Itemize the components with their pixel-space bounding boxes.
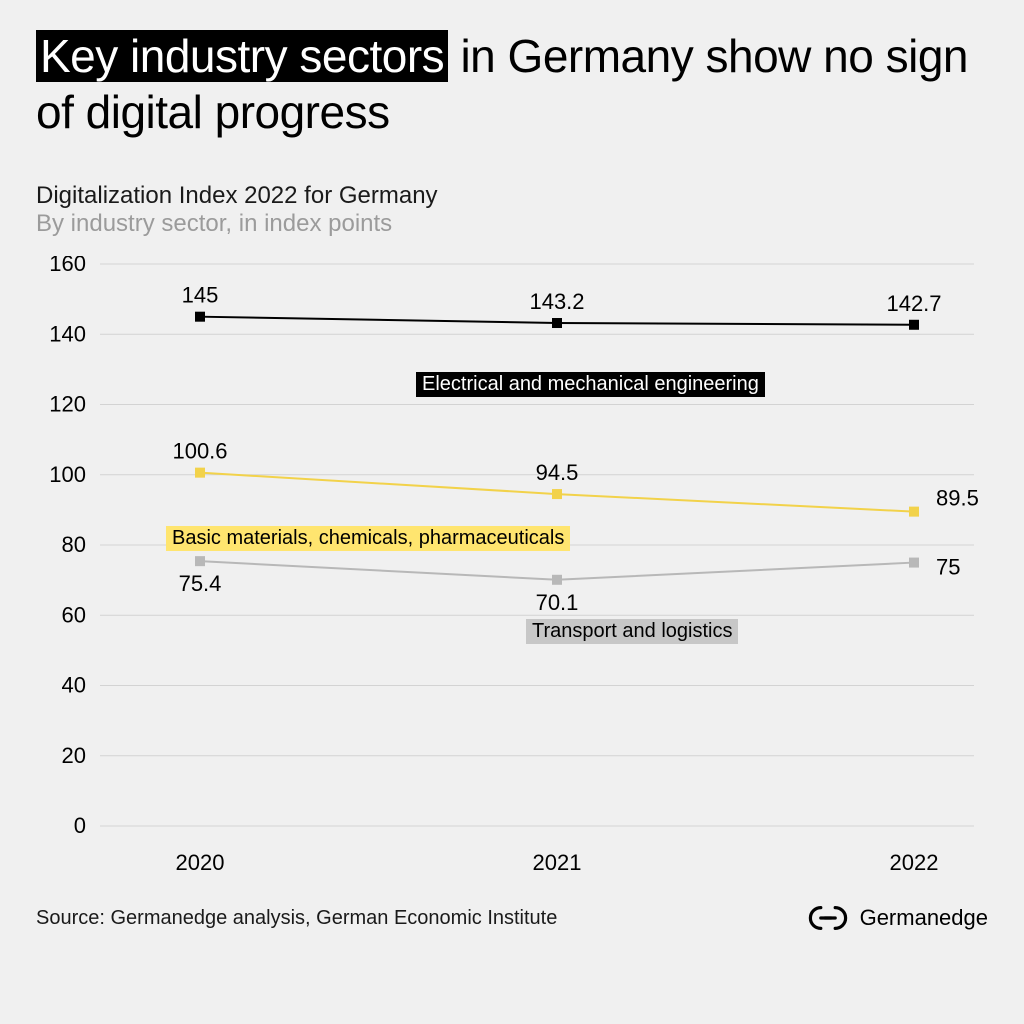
svg-text:143.2: 143.2 <box>529 289 584 314</box>
chart-svg: 0 20 40 60 80 100 120 140 160 145 143.2 142.7 100.6 9… <box>36 256 984 896</box>
brand-icon <box>804 904 852 932</box>
svg-text:100.6: 100.6 <box>172 439 227 464</box>
headline: Key industry sectors in Germany show no … <box>36 28 988 140</box>
source-text: Source: Germanedge analysis, German Econ… <box>36 907 557 930</box>
svg-text:0: 0 <box>74 813 86 838</box>
svg-text:75: 75 <box>936 555 960 580</box>
series-label: Basic materials, chemicals, pharmaceutic… <box>166 526 570 551</box>
svg-text:70.1: 70.1 <box>536 590 579 615</box>
svg-text:160: 160 <box>49 256 86 276</box>
svg-text:140: 140 <box>49 321 86 346</box>
svg-text:40: 40 <box>62 673 86 698</box>
svg-text:145: 145 <box>182 283 219 308</box>
svg-text:142.7: 142.7 <box>886 291 941 316</box>
svg-text:20: 20 <box>62 743 86 768</box>
svg-text:2021: 2021 <box>533 850 582 875</box>
svg-text:120: 120 <box>49 392 86 417</box>
chart-subtitle: By industry sector, in index points <box>36 210 988 238</box>
svg-text:75.4: 75.4 <box>179 571 222 596</box>
svg-text:94.5: 94.5 <box>536 460 579 485</box>
svg-text:2022: 2022 <box>890 850 939 875</box>
series-label: Transport and logistics <box>526 619 738 644</box>
svg-text:89.5: 89.5 <box>936 486 979 511</box>
svg-text:60: 60 <box>62 602 86 627</box>
brand-logo: Germanedge <box>804 904 988 932</box>
series-label: Electrical and mechanical engineering <box>416 372 765 397</box>
line-chart: 0 20 40 60 80 100 120 140 160 145 143.2 142.7 100.6 9… <box>36 256 984 896</box>
svg-text:2020: 2020 <box>176 850 225 875</box>
svg-text:80: 80 <box>62 532 86 557</box>
chart-title: Digitalization Index 2022 for Germany <box>36 182 988 210</box>
brand-text: Germanedge <box>860 905 988 931</box>
svg-text:100: 100 <box>49 462 86 487</box>
headline-highlight: Key industry sectors <box>36 30 448 82</box>
